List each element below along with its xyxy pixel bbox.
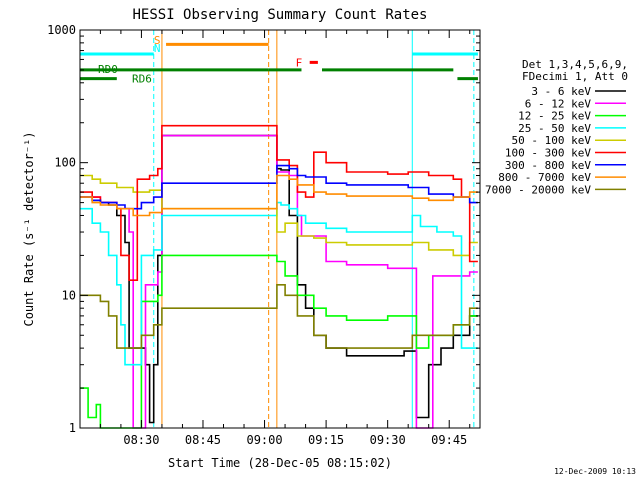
- y-tick-label: 100: [54, 156, 76, 170]
- series-line-3-6-kev: [79, 134, 478, 424]
- annotation-rd0: RD0: [98, 63, 118, 76]
- y-tick-label: 10: [62, 288, 76, 302]
- legend-label-5: 100 - 300 keV: [505, 147, 591, 160]
- chart-title: HESSI Observing Summary Count Rates: [132, 7, 427, 23]
- legend-label-7: 800 - 7000 keV: [498, 171, 591, 184]
- x-tick-label: 09:30: [370, 433, 406, 447]
- y-tick-label: 1000: [47, 23, 76, 37]
- x-tick-label: 09:15: [308, 433, 344, 447]
- y-axis-label: Count Rate (s⁻¹ detector⁻¹): [22, 131, 36, 326]
- legend-label-1: 6 - 12 keV: [525, 97, 592, 110]
- annotation-f: F: [296, 56, 303, 69]
- series-line-800-7000-kev: [79, 174, 478, 217]
- plot-frame: [79, 29, 481, 429]
- series-line-25-50-kev: [79, 201, 478, 366]
- legend-label-6: 300 - 800 keV: [505, 159, 591, 172]
- x-tick-label: 09:00: [246, 433, 282, 447]
- annotation-n: N: [154, 42, 161, 55]
- x-axis-label: Start Time (28-Dec-05 08:15:02): [168, 456, 392, 470]
- series-line-12-25-kev: [79, 254, 478, 429]
- series-line-7000-20000-kev: [79, 284, 478, 349]
- x-tick-label: 08:45: [185, 433, 221, 447]
- legend-header-0: Det 1,3,4,5,6,9,: [522, 58, 628, 71]
- legend-label-2: 12 - 25 keV: [518, 110, 591, 123]
- legend-label-0: 3 - 6 keV: [531, 85, 591, 98]
- y-tick-label: 1: [69, 421, 76, 435]
- x-tick-label: 08:30: [123, 433, 159, 447]
- series-line-50-100-kev: [79, 174, 478, 257]
- annotation-rd6: RD6: [132, 73, 152, 86]
- legend-label-8: 7000 - 20000 keV: [485, 183, 591, 196]
- legend-label-3: 25 - 50 keV: [518, 122, 591, 135]
- x-tick-label: 09:45: [431, 433, 467, 447]
- footer-date: 12-Dec-2009 10:13: [554, 467, 636, 476]
- legend-header-1: FDecimi 1, Att 0: [522, 70, 628, 83]
- annotation-s: S: [154, 34, 161, 47]
- legend-label-4: 50 - 100 keV: [512, 134, 592, 147]
